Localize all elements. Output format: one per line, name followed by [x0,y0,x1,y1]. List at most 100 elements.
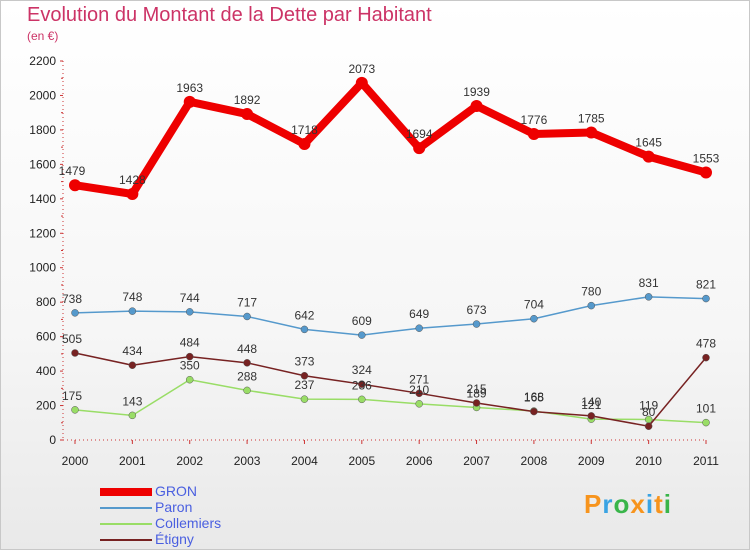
data-point [71,309,79,317]
data-label: 434 [122,344,142,358]
data-point [530,314,538,323]
series-line [74,78,708,198]
data-label: 673 [467,303,487,317]
data-label: 821 [696,278,716,292]
legend-label: Paron [155,499,193,515]
data-label: 780 [581,285,601,299]
data-point [300,325,309,334]
x-tick-label: 2003 [234,454,261,468]
data-label: 738 [62,292,82,306]
data-label: 744 [180,291,200,305]
x-tick-label: 2011 [693,454,719,468]
data-label: 288 [237,369,257,383]
data-point [355,76,368,89]
data-label: 478 [696,337,716,351]
data-point [642,150,655,163]
data-point [71,349,79,357]
series-étigny [71,349,710,430]
data-point [644,293,653,301]
data-label: 748 [122,290,142,304]
y-tick-label: 800 [36,295,56,309]
y-tick-label: 600 [36,330,56,344]
x-tick-label: 2006 [406,454,433,468]
legend-swatch [100,523,152,525]
data-point [585,126,598,139]
data-label: 350 [180,359,200,373]
data-label: 609 [352,314,372,328]
data-point [126,187,139,200]
data-label: 143 [122,394,142,408]
x-tick-label: 2008 [521,454,548,468]
data-point [358,331,366,339]
data-label: 1694 [406,127,433,141]
x-tick-label: 2001 [119,454,146,468]
data-point [530,407,538,416]
data-point [243,359,251,367]
data-label: 1939 [463,85,490,99]
data-label: 140 [581,395,601,409]
x-tick-label: 2010 [635,454,662,468]
data-label: 215 [467,382,487,396]
x-tick-label: 2009 [578,454,605,468]
data-point [470,99,483,112]
data-label: 237 [294,378,314,392]
data-point [300,395,309,403]
series-line [74,296,707,336]
series-gron [69,76,712,200]
legend-label: Collemiers [155,515,222,531]
y-tick-label: 1400 [29,192,56,206]
data-label: 1718 [291,123,318,137]
data-point [71,406,79,414]
x-tick-label: 2004 [291,454,318,468]
data-label: 1645 [635,136,662,150]
data-point [128,411,137,420]
data-label: 1785 [578,111,605,125]
data-label: 165 [524,391,544,405]
data-point [185,308,194,316]
x-tick-label: 2007 [463,454,490,468]
data-point [183,95,196,108]
y-tick-label: 1600 [29,157,56,171]
chart-subtitle: (en €) [27,29,59,43]
data-point [415,389,423,398]
data-point [587,301,596,310]
data-point [702,353,710,362]
data-point [128,361,137,369]
data-point [300,371,309,380]
y-tick-label: 2000 [29,88,56,102]
data-point [702,418,710,427]
data-label: 704 [524,298,544,312]
data-point [298,138,311,151]
y-tick-label: 200 [36,399,56,413]
data-label: 175 [62,389,82,403]
data-label: 101 [696,402,716,416]
data-label: 505 [62,332,82,346]
data-label: 448 [237,342,257,356]
proxiti-logo: Proxiti [584,489,672,519]
y-tick-label: 1200 [29,226,56,240]
data-point [527,128,540,141]
y-tick-label: 1800 [29,123,56,137]
data-point [472,320,481,328]
data-point [415,400,423,408]
series-line [74,352,707,427]
data-label: 1776 [521,113,548,127]
legend-swatch [100,539,152,541]
data-label: 831 [639,276,659,290]
series-layer [69,76,712,430]
series-collemiers [71,375,710,427]
x-tick-label: 2000 [62,454,89,468]
y-tick-label: 2200 [29,54,56,68]
data-point [702,294,710,303]
data-point [358,395,366,404]
data-point [241,108,254,121]
y-tick-label: 0 [49,433,56,447]
data-point [472,399,481,407]
chart-title: Evolution du Montant de la Dette par Hab… [27,4,432,26]
legend-swatch [100,488,152,496]
axes: 0 200 400 600 800 1000 1200 1400 1600 1800 2000 220… [29,54,719,468]
data-label: 324 [352,363,372,377]
data-point [358,380,366,388]
